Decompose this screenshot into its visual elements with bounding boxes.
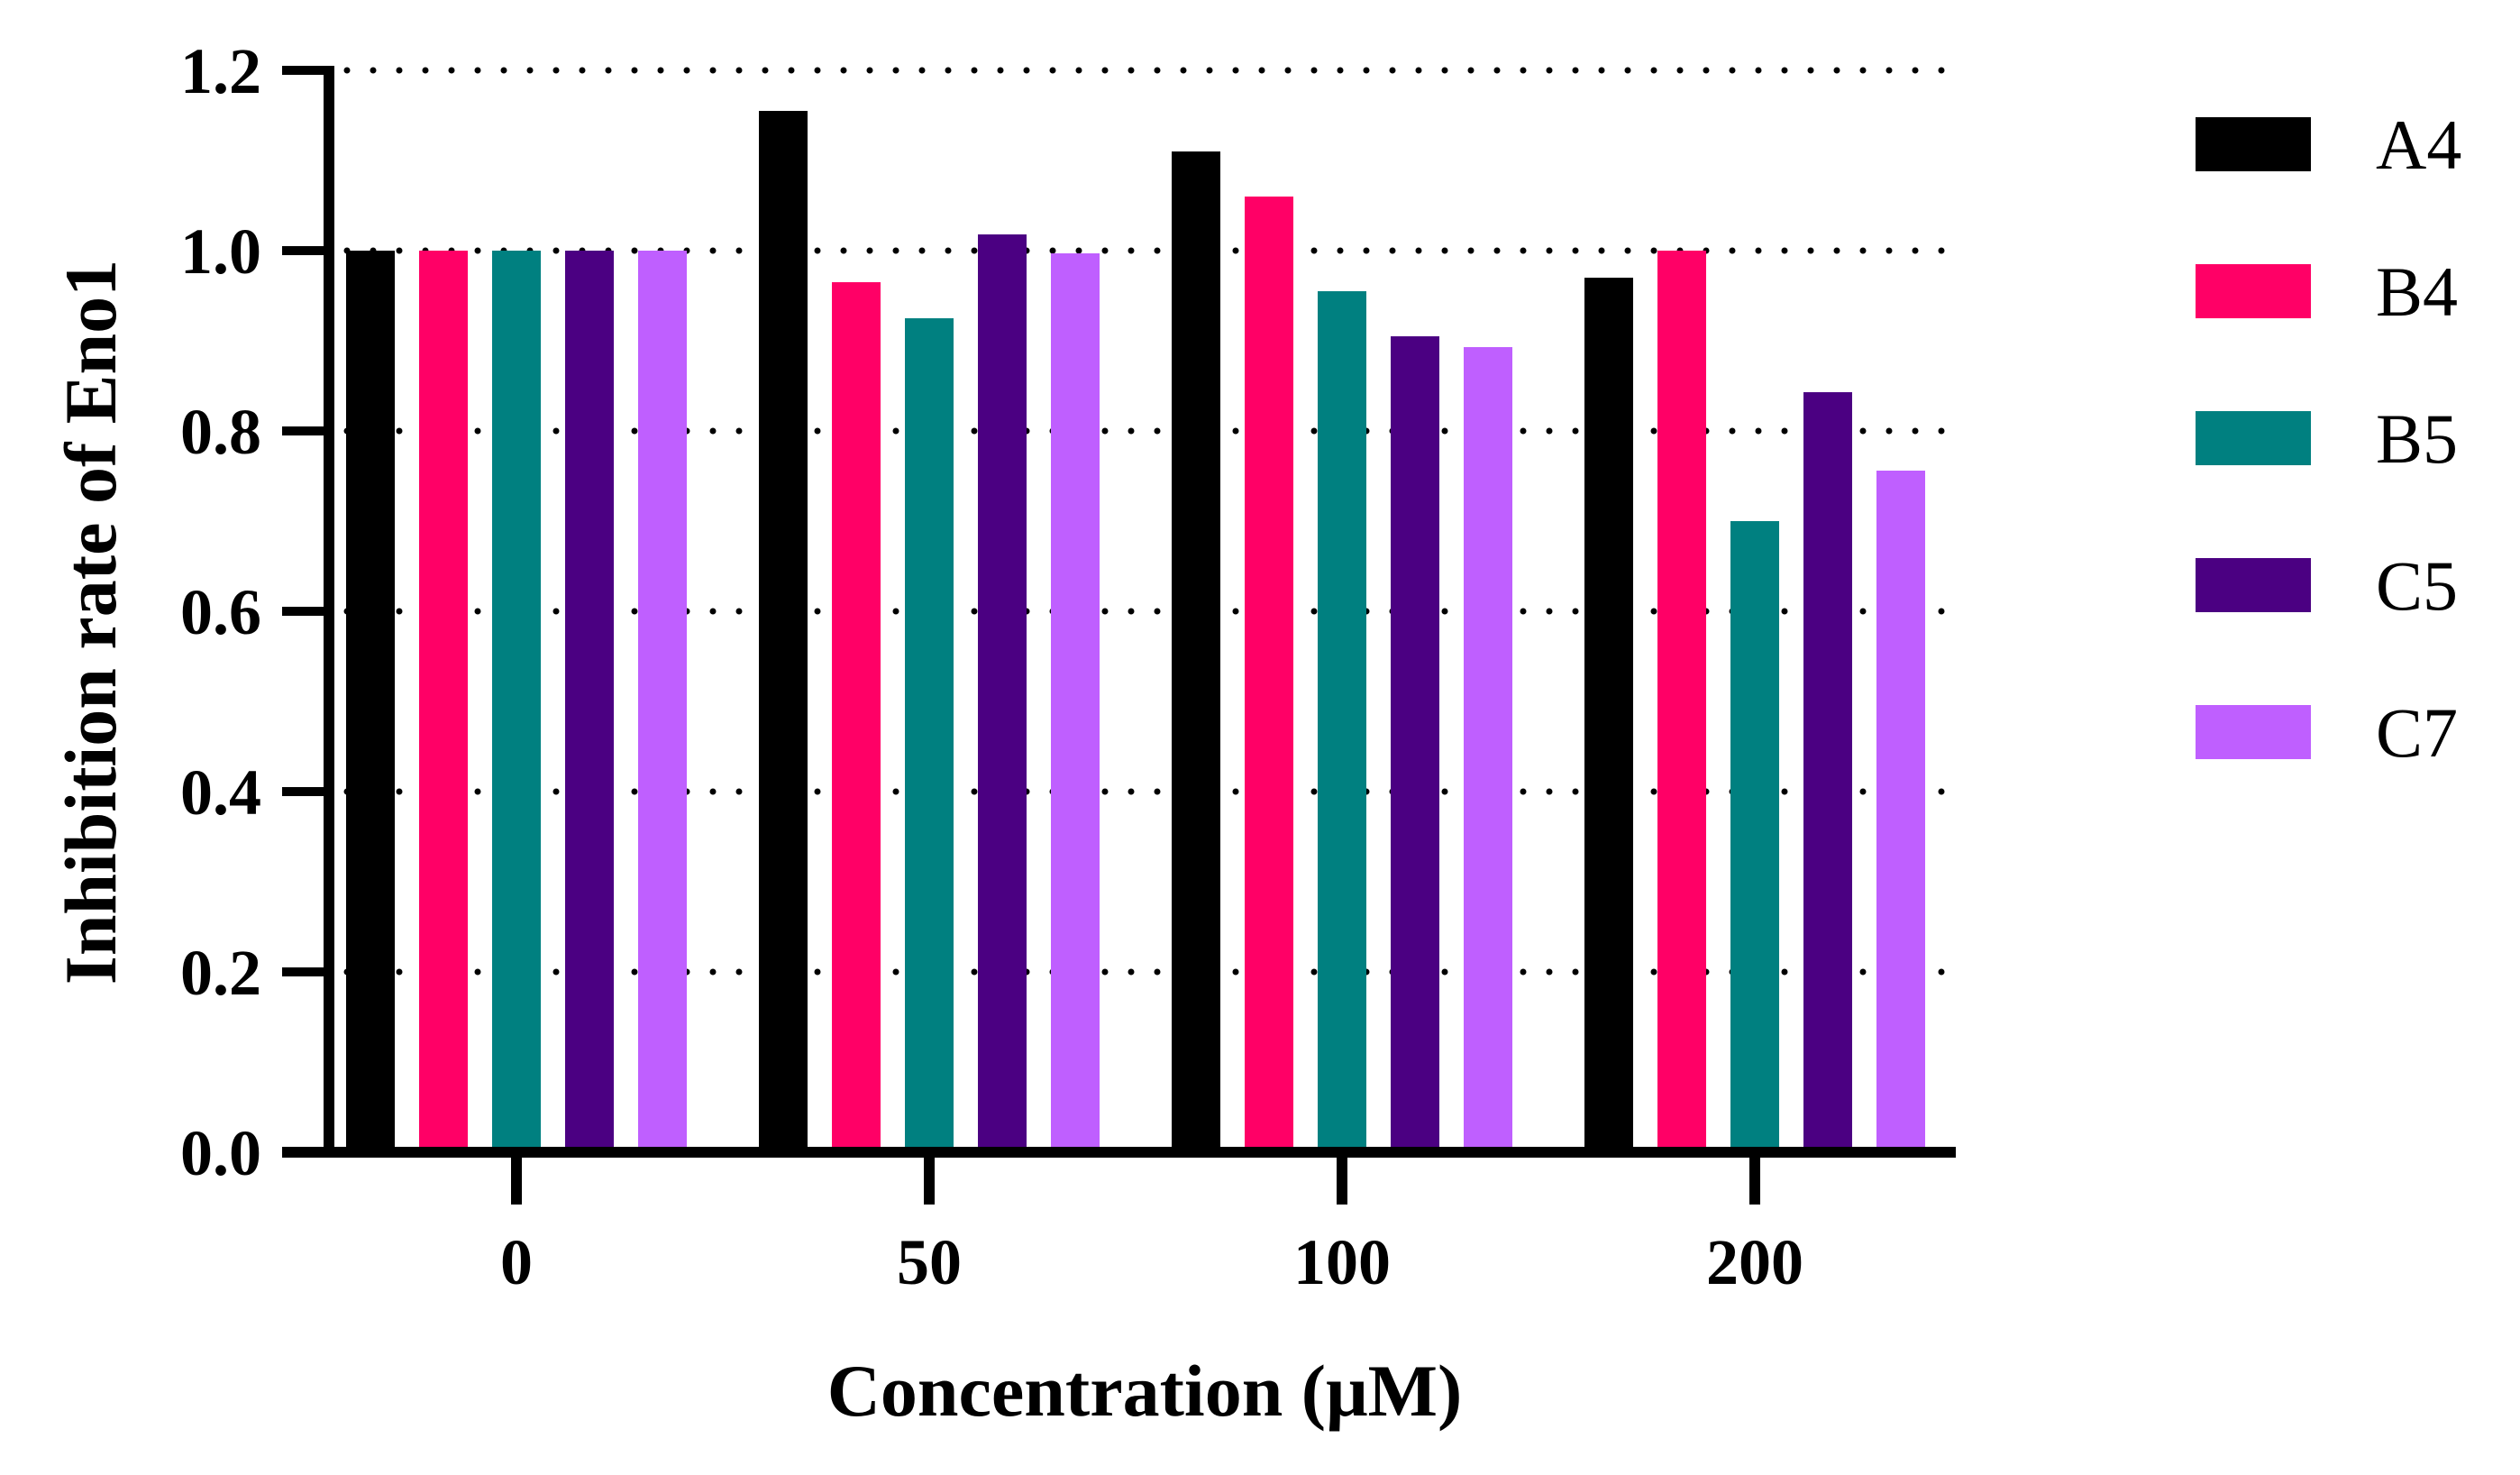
y-tick-labels: 0.0 0.2 0.4 0.6 0.8 1.0 1.2 [180,35,261,1189]
x-tick-label: 100 [1293,1226,1391,1298]
bar-C5-0 [565,251,614,1152]
legend-label-B4: B4 [2376,252,2458,331]
axes [282,66,1956,1205]
bar-A4-100 [1172,151,1220,1152]
bar-C7-200 [1876,471,1925,1152]
legend: A4 B4 B5 C5 C7 [2196,105,2461,772]
bar-B5-0 [492,251,541,1152]
y-tick-label: 1.0 [180,215,261,288]
y-tick-label: 0.4 [180,756,261,829]
bar-A4-50 [759,111,808,1152]
y-tick-label: 1.2 [180,35,261,107]
bar-C7-50 [1051,253,1100,1152]
bar-B5-100 [1318,291,1366,1152]
legend-swatch-C5 [2196,558,2311,612]
legend-label-C7: C7 [2376,693,2458,772]
bar-B5-200 [1730,521,1779,1152]
bar-B4-100 [1245,197,1293,1152]
bars [346,111,1925,1152]
bar-B4-0 [419,251,468,1152]
legend-label-A4: A4 [2376,105,2461,184]
legend-label-B5: B5 [2376,399,2458,478]
legend-swatch-B5 [2196,411,2311,465]
bar-C7-100 [1464,347,1512,1152]
legend-label-C5: C5 [2376,546,2458,625]
bar-A4-200 [1584,278,1633,1152]
y-tick-label: 0.6 [180,576,261,648]
x-tick-label: 0 [500,1226,533,1298]
x-axis-label: Concentration (μM) [827,1350,1463,1432]
y-tick-label: 0.0 [180,1117,261,1189]
y-tick-label: 0.2 [180,937,261,1009]
legend-swatch-C7 [2196,705,2311,759]
bar-C5-50 [978,234,1027,1152]
bar-B5-50 [905,318,954,1152]
bar-C5-200 [1803,392,1852,1152]
bar-C7-0 [638,251,687,1152]
bar-B4-200 [1657,251,1706,1152]
x-tick-label: 50 [897,1226,962,1298]
x-tick-label: 200 [1706,1226,1803,1298]
y-tick-label: 0.8 [180,396,261,468]
legend-swatch-A4 [2196,117,2311,171]
legend-swatch-B4 [2196,264,2311,318]
y-axis-label: Inhibition rate of Eno1 [50,260,132,985]
x-tick-labels: 0 50 100 200 [500,1226,1803,1298]
bar-A4-0 [346,251,395,1152]
bar-C5-100 [1391,336,1439,1152]
bar-B4-50 [832,282,881,1152]
